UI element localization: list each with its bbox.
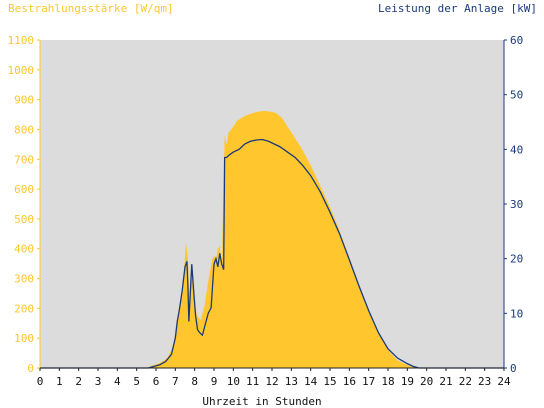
x-tick-label: 7: [172, 375, 179, 388]
x-tick-label: 12: [265, 375, 278, 388]
x-tick-label: 8: [191, 375, 198, 388]
x-tick-label: 0: [37, 375, 44, 388]
left-tick-label: 100: [14, 332, 34, 345]
x-tick-label: 24: [497, 375, 511, 388]
x-tick-label: 15: [323, 375, 336, 388]
x-tick-label: 1: [56, 375, 63, 388]
left-tick-label: 200: [14, 302, 34, 315]
left-tick-label: 800: [14, 123, 34, 136]
left-axis-label: Bestrahlungsstärke [W/qm]: [8, 2, 174, 15]
left-tick-label: 1000: [8, 64, 35, 77]
left-tick-label: 0: [27, 362, 34, 375]
x-tick-label: 4: [114, 375, 121, 388]
right-tick-label: 40: [510, 143, 523, 156]
right-tick-label: 60: [510, 34, 523, 47]
x-tick-label: 5: [133, 375, 140, 388]
x-axis-label: Uhrzeit in Stunden: [202, 395, 321, 408]
x-tick-label: 9: [211, 375, 218, 388]
x-tick-label: 18: [381, 375, 394, 388]
right-axis-label: Leistung der Anlage [kW]: [378, 2, 537, 15]
power-line: [40, 138, 504, 369]
right-tick-label: 10: [510, 307, 523, 320]
x-tick-label: 21: [439, 375, 452, 388]
right-tick-label: 0: [510, 362, 517, 375]
left-tick-label: 1100: [8, 34, 35, 47]
x-tick-label: 10: [227, 375, 240, 388]
x-tick-label: 22: [459, 375, 472, 388]
left-tick-label: 400: [14, 243, 34, 256]
right-tick-label: 20: [510, 253, 523, 266]
x-tick-label: 14: [304, 375, 318, 388]
x-tick-label: 16: [343, 375, 356, 388]
x-tick-label: 13: [285, 375, 298, 388]
right-tick-label: 30: [510, 198, 523, 211]
x-tick-label: 20: [420, 375, 433, 388]
left-tick-label: 700: [14, 153, 34, 166]
irradiance-area: [40, 110, 504, 368]
x-tick-label: 6: [153, 375, 160, 388]
left-tick-label: 500: [14, 213, 34, 226]
x-tick-label: 17: [362, 375, 375, 388]
left-tick-label: 900: [14, 94, 34, 107]
right-tick-label: 50: [510, 89, 523, 102]
x-tick-label: 3: [95, 375, 102, 388]
left-tick-label: 600: [14, 183, 34, 196]
x-tick-label: 11: [246, 375, 259, 388]
x-tick-label: 19: [401, 375, 414, 388]
x-tick-label: 2: [75, 375, 82, 388]
x-tick-label: 23: [478, 375, 491, 388]
left-tick-label: 300: [14, 273, 34, 286]
